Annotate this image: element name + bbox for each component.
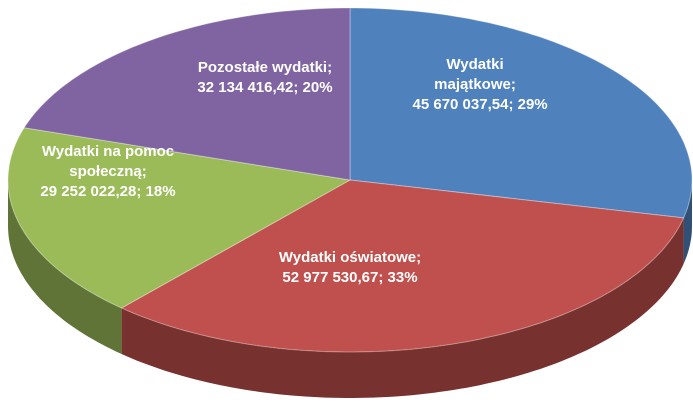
label-separator: ;: [378, 269, 384, 286]
label-separator: ;: [510, 76, 516, 93]
label-separator: ;: [141, 163, 147, 180]
label-value-line: 32 134 416,42; 20%: [165, 78, 365, 98]
data-label: Pozostałe wydatki; 32 134 416,42; 20%: [165, 58, 365, 98]
slice: [7, 127, 352, 309]
slice: [120, 179, 685, 353]
slice-side: [8, 180, 122, 354]
label-value: 52 977 530,67: [282, 269, 379, 286]
label-category: Wydatki na pomoc społeczną: [41, 143, 175, 180]
label-separator: ;: [416, 249, 422, 266]
label-value: 45 670 037,54: [412, 96, 509, 113]
slice: [23, 7, 351, 181]
label-separator: ;: [327, 59, 333, 76]
label-category: Pozostałe wydatki: [197, 59, 328, 76]
label-category-line: Pozostałe wydatki;: [165, 58, 365, 78]
data-label: Wydatki oświatowe; 52 977 530,67; 33%: [220, 248, 480, 288]
label-value-line: 29 252 022,28; 18%: [13, 182, 203, 202]
label-category-line: Wydatki oświatowe;: [220, 248, 480, 268]
label-separator: ;: [508, 96, 514, 113]
slice-side: [121, 217, 684, 398]
label-category-line: Wydatki na pomoc społeczną;: [13, 142, 203, 182]
label-value-line: 52 977 530,67; 33%: [220, 268, 480, 288]
data-label: Wydatki na pomoc społeczną; 29 252 022,28…: [13, 142, 203, 202]
label-category: Wydatki oświatowe: [278, 249, 417, 266]
label-category-line: Wydatki majątkowe;: [413, 55, 538, 95]
label-value: 32 134 416,42: [197, 79, 294, 96]
label-separator: ;: [293, 79, 299, 96]
label-separator: ;: [136, 183, 142, 200]
label-value: 29 252 022,28: [40, 183, 137, 200]
label-percent: 20%: [302, 79, 333, 96]
label-percent: 33%: [387, 269, 418, 286]
label-percent: 29%: [517, 96, 548, 113]
slice: [349, 7, 693, 219]
label-value-line: 45 670 037,54; 29%: [412, 95, 548, 115]
label-percent: 18%: [145, 183, 176, 200]
data-label: Wydatki majątkowe; 45 670 037,54; 29%: [412, 55, 548, 115]
label-category: Wydatki majątkowe: [434, 56, 511, 93]
slice-side: [683, 180, 692, 264]
